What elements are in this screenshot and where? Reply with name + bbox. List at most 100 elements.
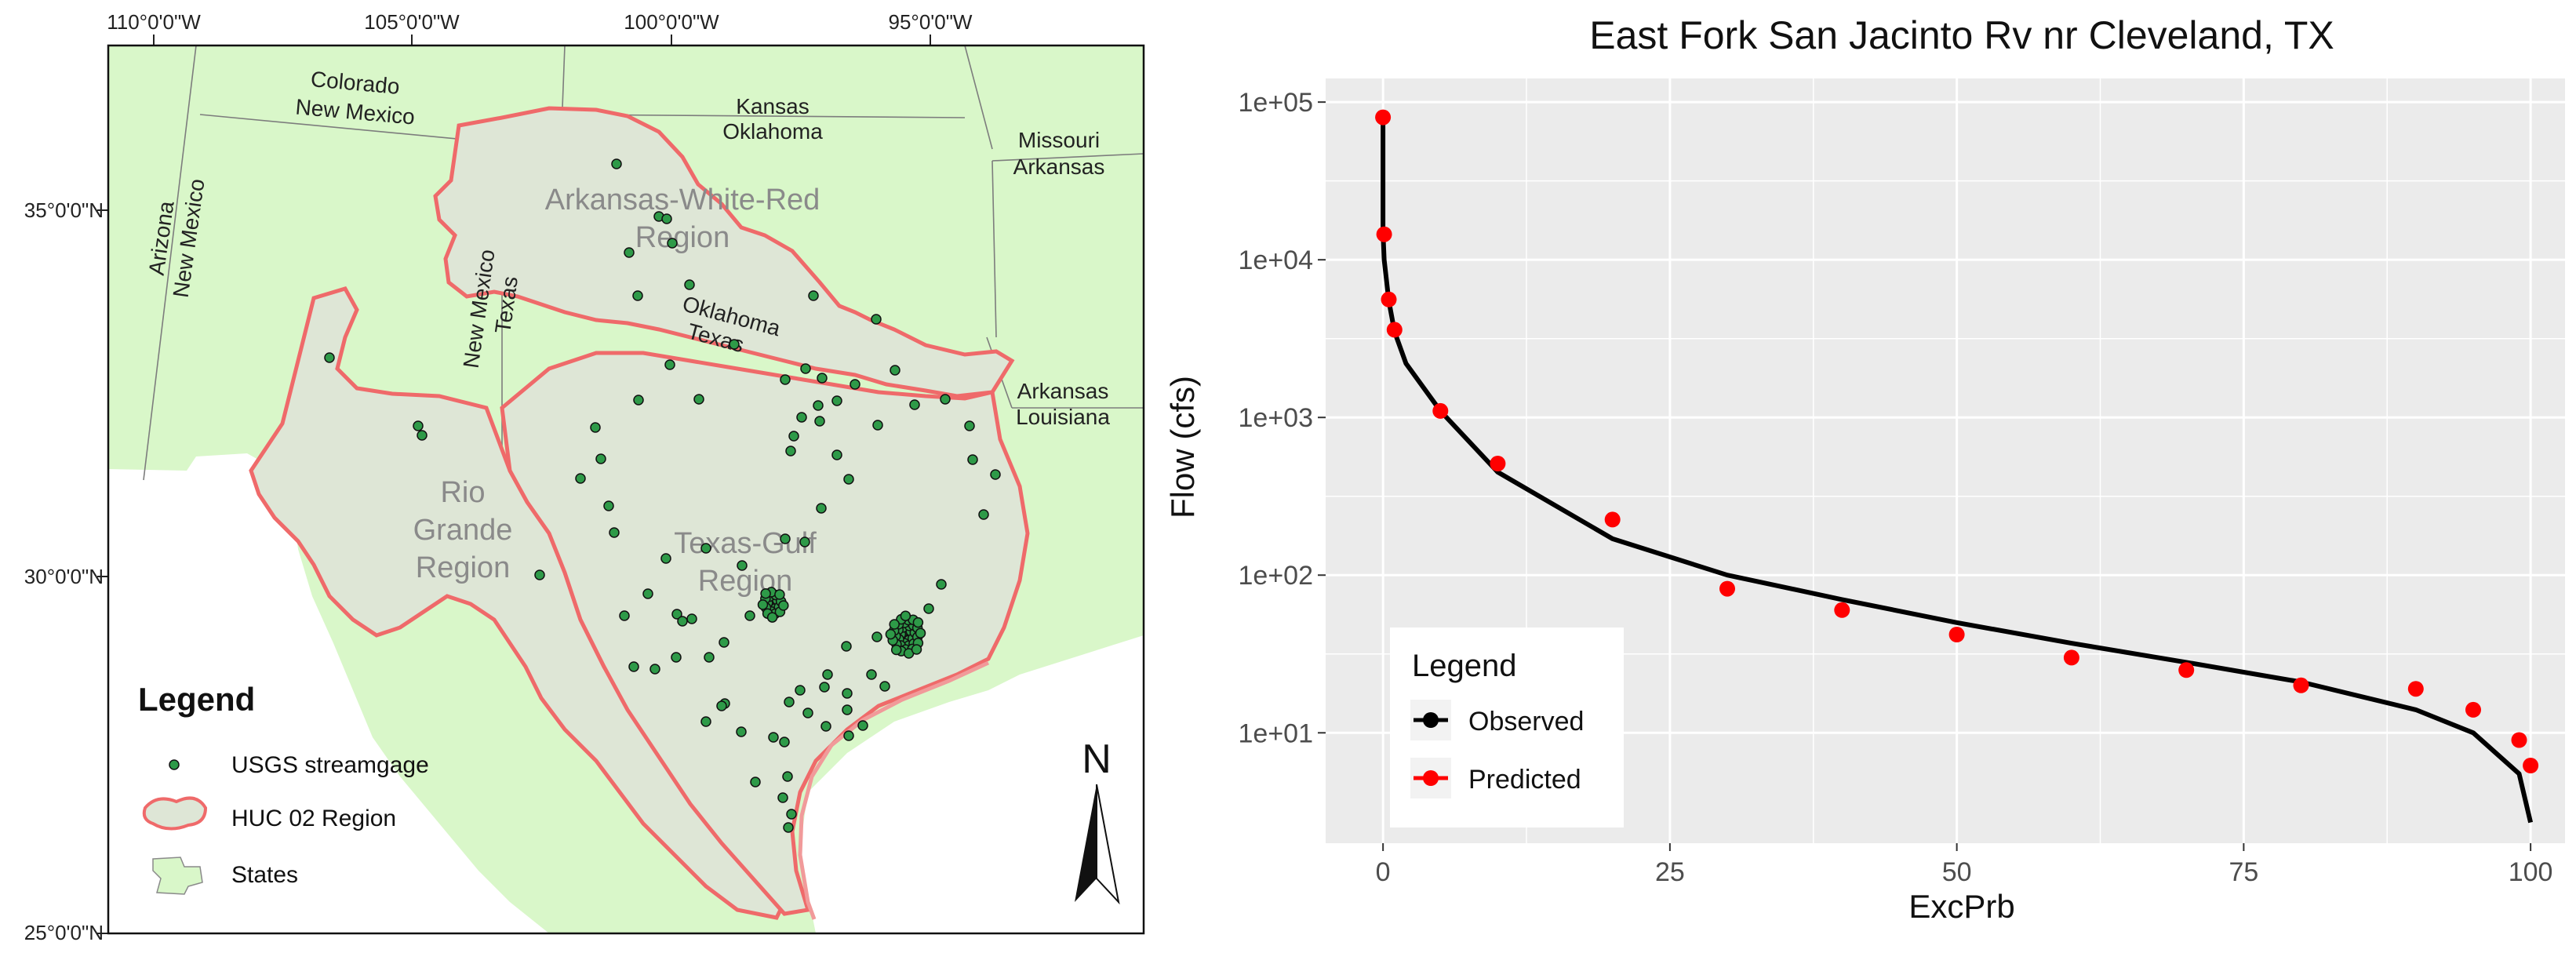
legend-streamgage-label: USGS streamgage: [231, 752, 429, 778]
streamgage-layer: [324, 158, 1001, 833]
predicted-point: [2523, 758, 2539, 773]
streamgage-point: [700, 543, 711, 554]
predicted-series: [1375, 109, 2539, 773]
lon-label-100: 100°0'0"W: [624, 10, 719, 34]
streamgage-point: [661, 213, 672, 224]
streamgage-point: [831, 395, 842, 406]
streamgage-point: [780, 374, 791, 385]
streamgage-point: [912, 617, 924, 628]
streamgage-point: [843, 474, 854, 485]
streamgage-point: [813, 400, 824, 411]
region-label-rio-2: Grande: [413, 514, 513, 547]
streamgage-point: [632, 290, 643, 301]
lon-label-105: 105°0'0"W: [364, 10, 460, 34]
legend-states-label: States: [231, 862, 298, 888]
streamgage-point: [885, 628, 897, 640]
graticule-ticks: [97, 35, 931, 934]
streamgage-point: [768, 732, 779, 743]
streamgage-point: [796, 412, 807, 423]
streamgage-point: [750, 777, 761, 787]
streamgage-point: [879, 681, 890, 692]
streamgage-point: [808, 290, 819, 301]
streamgage-point: [784, 697, 795, 707]
streamgage-point: [831, 449, 842, 460]
y-tick-label: 1e+03: [1239, 403, 1314, 433]
streamgage-point: [760, 587, 771, 599]
streamgage-point: [660, 553, 671, 564]
predicted-point: [1604, 511, 1621, 528]
streamgage-point: [978, 509, 989, 520]
predicted-point: [1432, 402, 1449, 419]
map-legend: Legend USGS streamgage HUC 02 Region Sta…: [138, 681, 429, 895]
chart-title: East Fork San Jacinto Rv nr Cleveland, T…: [1589, 13, 2334, 57]
streamgage-point: [915, 627, 926, 638]
streamgage-point: [777, 792, 788, 803]
x-tick-label: 25: [1655, 857, 1685, 887]
streamgage-point: [857, 720, 868, 731]
legend-streamgage-symbol: [169, 759, 180, 770]
streamgage-point: [716, 700, 727, 711]
predicted-point: [2178, 662, 2195, 678]
streamgage-point: [866, 669, 877, 680]
streamgage-point: [719, 637, 730, 648]
streamgage-point: [778, 600, 789, 611]
streamgage-point: [795, 685, 806, 696]
latitude-labels: 35°0'0"N 30°0'0"N 25°0'0"N: [24, 198, 104, 944]
huc-arkansas-white-red: [433, 106, 1015, 398]
streamgage-point: [595, 453, 606, 464]
predicted-point: [2465, 701, 2481, 718]
x-tick-label: 50: [1942, 857, 1972, 887]
map-panel: 110°0'0"W 105°0'0"W 100°0'0"W 95°0'0"W 3…: [0, 0, 1161, 949]
chart-legend-title: Legend: [1412, 649, 1516, 683]
streamgage-point: [744, 610, 755, 621]
state-label-arkansas-top: Arkansas: [1013, 155, 1105, 179]
predicted-point: [1386, 322, 1403, 338]
map-legend-title: Legend: [138, 681, 255, 718]
streamgage-point: [611, 158, 622, 169]
predicted-point: [2511, 732, 2527, 748]
state-label-kansas: Kansas: [736, 94, 809, 118]
streamgage-point: [783, 822, 794, 833]
streamgage-point: [603, 500, 614, 511]
y-tick-label: 1e+04: [1239, 246, 1314, 275]
streamgage-point: [799, 537, 810, 547]
streamgage-point: [940, 394, 951, 405]
streamgage-point: [684, 279, 695, 290]
region-label-awr-2: Region: [635, 221, 730, 254]
huc-rio-grande: [249, 286, 788, 920]
streamgage-point: [664, 359, 675, 370]
streamgage-point: [729, 339, 740, 350]
streamgage-point: [693, 394, 704, 405]
streamgage-point: [782, 771, 793, 782]
predicted-point: [2063, 649, 2079, 666]
lat-label-25: 25°0'0"N: [24, 921, 104, 944]
legend-key-predicted-point: [1423, 770, 1439, 786]
region-label-tg-1: Texas-Gulf: [674, 527, 817, 560]
predicted-point: [2293, 677, 2309, 693]
streamgage-point: [911, 644, 922, 655]
streamgage-point: [785, 446, 796, 456]
streamgage-point: [872, 420, 883, 431]
streamgage-point: [890, 365, 901, 376]
streamgage-point: [816, 503, 827, 514]
streamgage-point: [324, 352, 335, 363]
predicted-point: [1376, 226, 1392, 242]
streamgage-point: [871, 631, 882, 642]
predicted-point: [1381, 291, 1397, 307]
map: 110°0'0"W 105°0'0"W 100°0'0"W 95°0'0"W 3…: [24, 10, 1145, 944]
north-arrow: N: [1075, 737, 1120, 905]
streamgage-point: [819, 682, 830, 693]
region-labels: Arkansas-White-Red Region Rio Grande Reg…: [413, 184, 820, 598]
streamgage-point: [842, 688, 853, 699]
streamgage-point: [936, 579, 947, 590]
streamgage-point: [964, 420, 975, 431]
streamgage-point: [990, 469, 1001, 480]
legend-label-observed: Observed: [1468, 707, 1584, 737]
map-frame: [107, 44, 1145, 935]
streamgage-point: [766, 612, 778, 623]
legend-key-observed-point: [1423, 712, 1439, 728]
streamgage-point: [642, 588, 653, 599]
x-tick-label: 100: [2509, 857, 2553, 887]
streamgage-point: [633, 395, 644, 406]
streamgage-point: [590, 422, 601, 433]
